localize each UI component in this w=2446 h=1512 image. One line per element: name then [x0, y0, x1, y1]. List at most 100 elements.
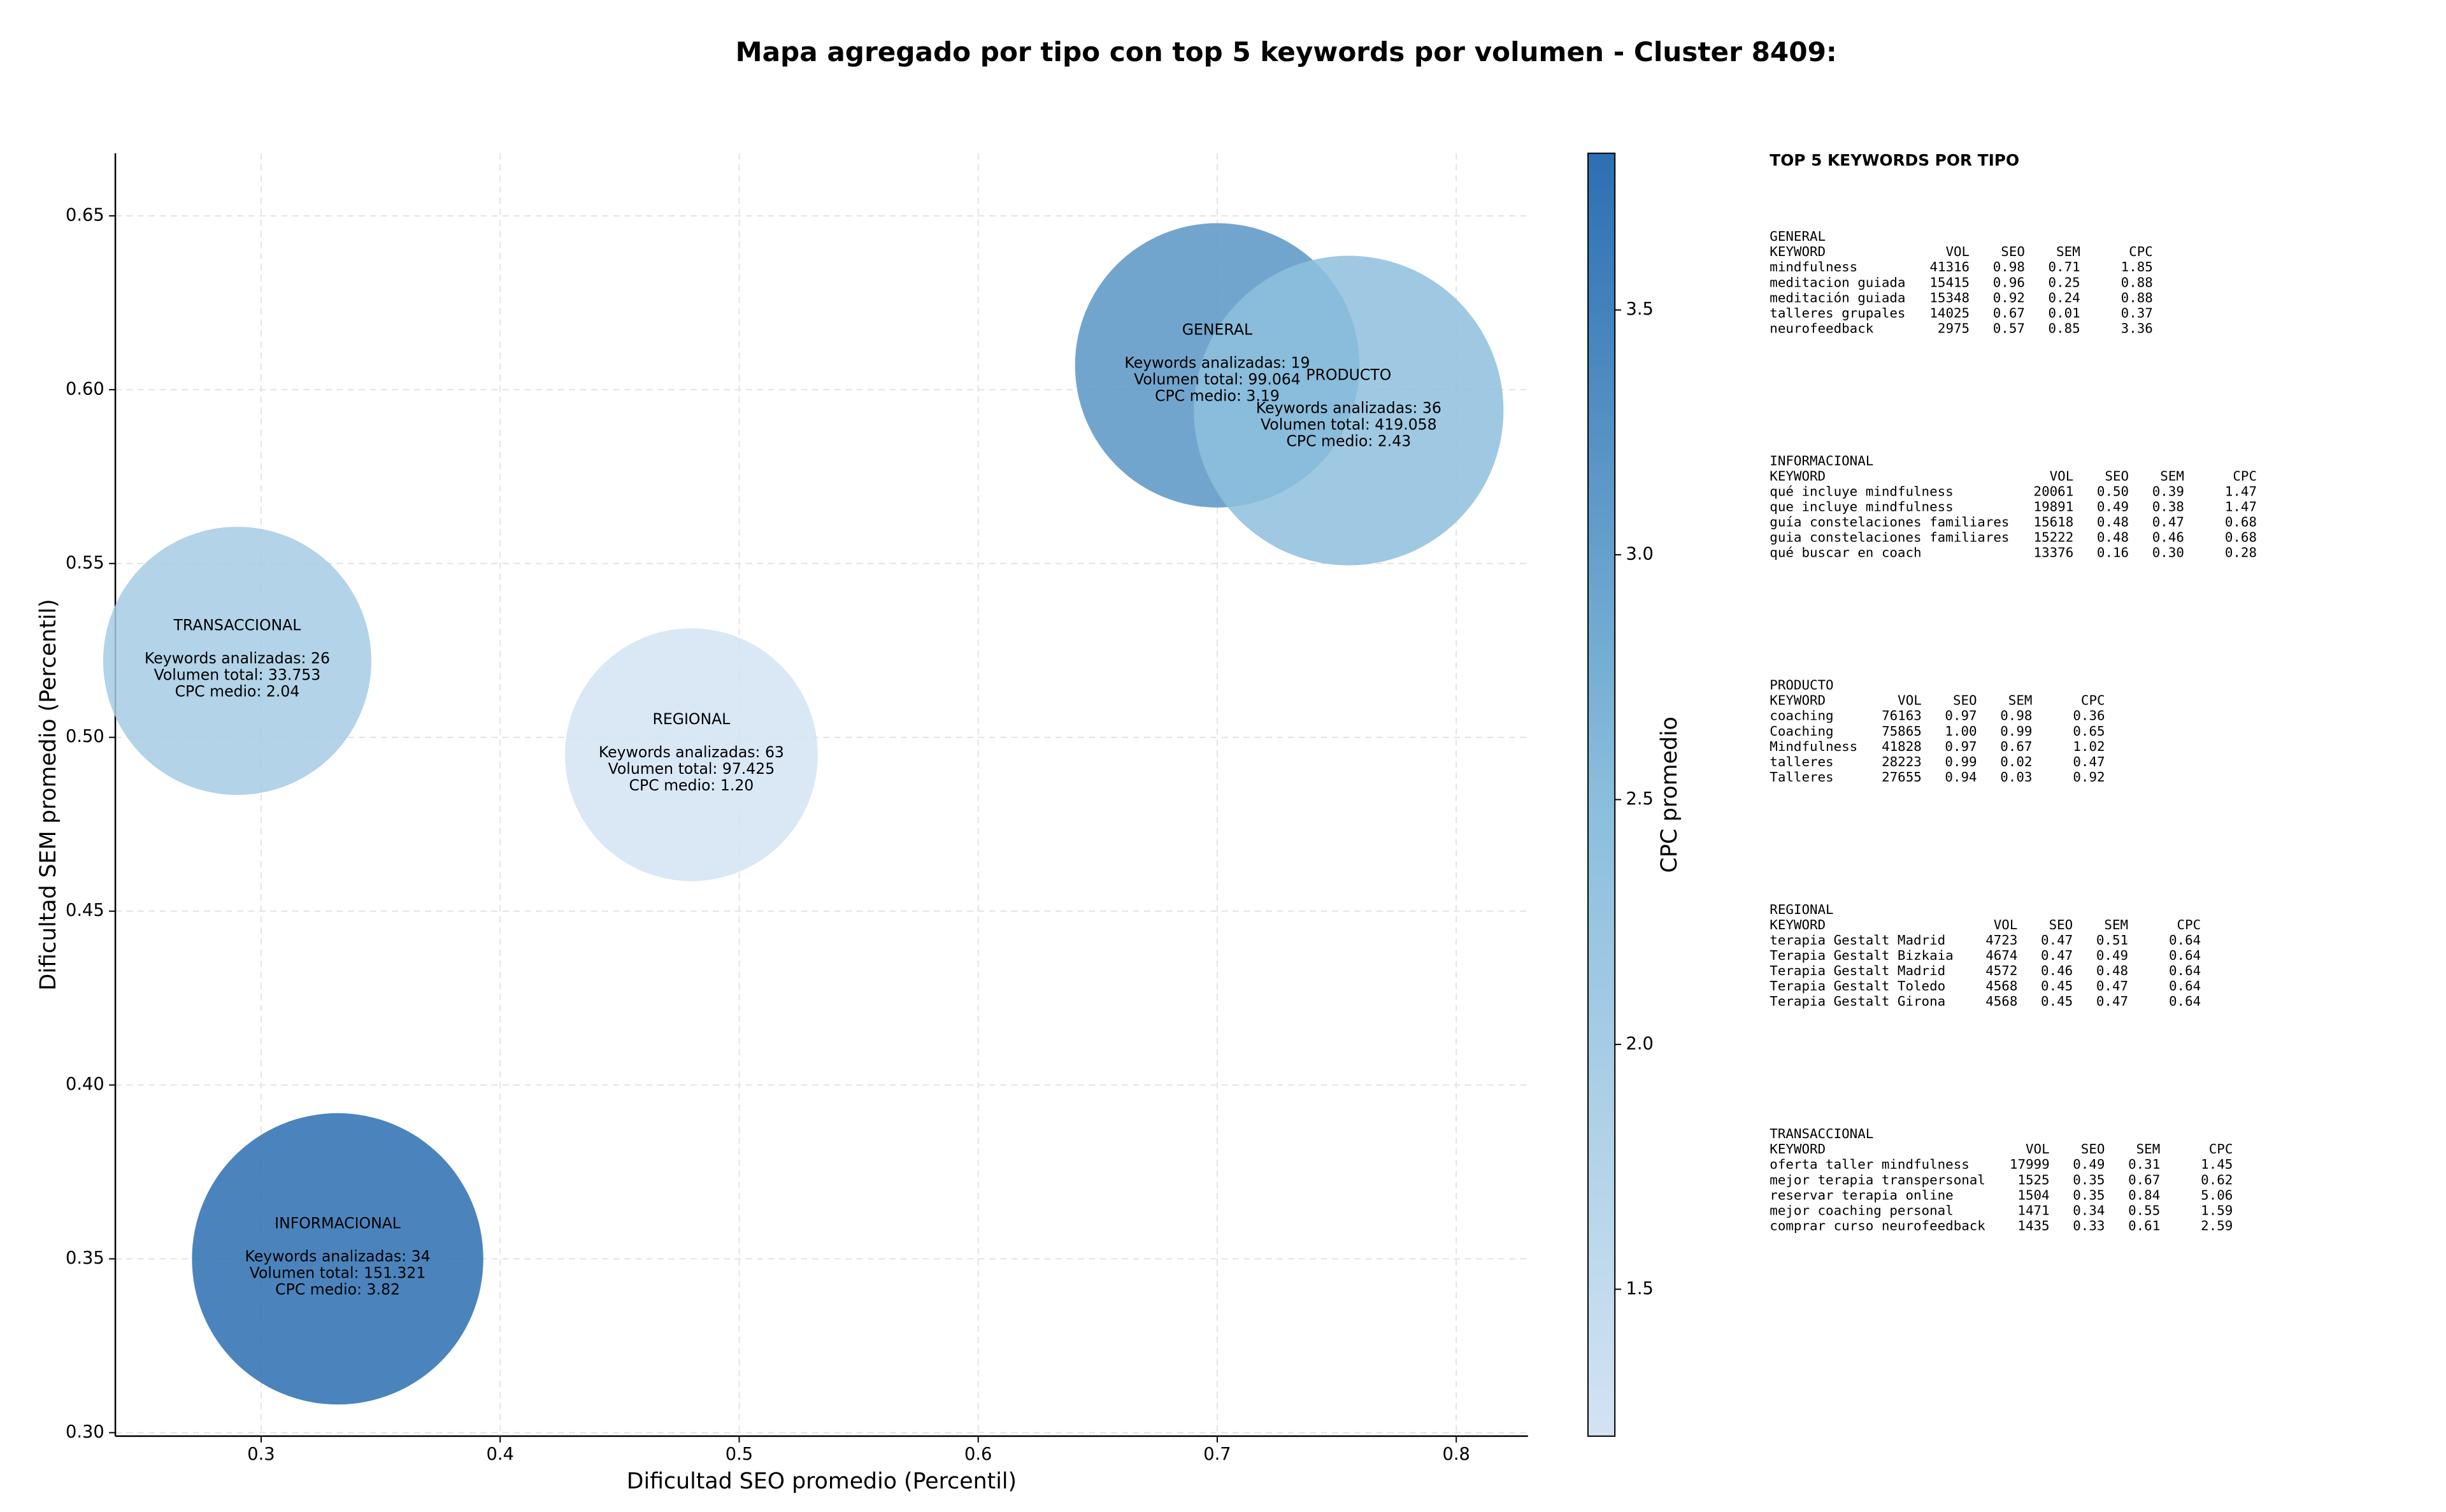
colorbar-tick-label: 1.5 [1626, 1279, 1654, 1299]
x-tick-label: 0.8 [1442, 1444, 1470, 1464]
table-cell: 0.92 [2073, 769, 2105, 785]
table-cell: 0.47 [2152, 515, 2184, 530]
table-cell: 0.30 [2152, 545, 2184, 560]
column-header: SEO [2001, 244, 2025, 259]
table-cell: 17999 [2010, 1157, 2050, 1172]
bubble-name: TRANSACCIONAL [173, 617, 301, 634]
bubble-name: REGIONAL [653, 710, 731, 728]
table-cell: 0.97 [1945, 708, 1977, 724]
table-cell: 2.59 [2201, 1218, 2233, 1233]
table-cell: guia constelaciones familiares [1770, 530, 2009, 545]
table-cell: 41316 [1929, 259, 1970, 275]
y-tick-label: 0.55 [66, 553, 104, 573]
table-cell: 0.98 [2000, 708, 2032, 724]
colorbar-tick-label: 2.5 [1626, 789, 1654, 809]
table-cell: 0.64 [2169, 932, 2201, 948]
bubble-annotation: Keywords analizadas: 26 [145, 650, 330, 667]
table-cell: Coaching [1770, 724, 1833, 739]
table-cell: terapia Gestalt Madrid [1770, 932, 1945, 948]
table-cell: reservar terapia online [1770, 1187, 1953, 1202]
table-cell: 15618 [2034, 515, 2074, 530]
y-tick-label: 0.30 [66, 1422, 104, 1442]
table-cell: 0.48 [2097, 530, 2129, 545]
table-cell: 13376 [2034, 545, 2074, 560]
y-tick-label: 0.50 [66, 727, 104, 746]
table-cell: 75865 [1882, 724, 1922, 739]
table-cell: 0.47 [2041, 932, 2073, 948]
column-header: SEM [2008, 693, 2033, 708]
table-cell: 20061 [2034, 483, 2074, 499]
bubble-name: GENERAL [1182, 321, 1252, 339]
column-header: CPC [2233, 468, 2257, 483]
table-cell: mindfulness [1770, 259, 1857, 275]
table-cell: 0.67 [2000, 739, 2032, 754]
table-cell: coaching [1770, 708, 1833, 724]
column-header: VOL [1898, 693, 1922, 708]
table-cell: 0.48 [2097, 515, 2129, 530]
table-cell: Terapia Gestalt Madrid [1770, 963, 1945, 978]
table-cell: 0.46 [2041, 963, 2073, 978]
table-cell: 4572 [1985, 963, 2017, 978]
y-tick-label: 0.35 [66, 1248, 104, 1268]
bubble [192, 1113, 483, 1405]
bubble-annotation: CPC medio: 1.20 [629, 776, 754, 794]
column-header: CPC [2129, 244, 2153, 259]
section-title: TRANSACCIONAL [1770, 1126, 1873, 1141]
table-cell: 0.57 [1993, 320, 2025, 336]
column-header: SEM [2056, 244, 2080, 259]
table-cell: 0.50 [2097, 483, 2129, 499]
colorbar-tick-label: 2.0 [1626, 1034, 1654, 1053]
table-cell: 0.98 [1993, 259, 2025, 275]
table-cell: 1.00 [1945, 724, 1977, 739]
column-header: KEYWORD [1770, 468, 1826, 483]
x-tick-label: 0.3 [247, 1444, 275, 1464]
table-cell: 0.85 [2049, 320, 2080, 336]
table-cell: comprar curso neurofeedback [1770, 1218, 1985, 1233]
table-cell: Terapia Gestalt Bizkaia [1770, 948, 1953, 963]
table-cell: 0.49 [2096, 948, 2128, 963]
table-cell: 0.92 [1993, 290, 2025, 305]
table-cell: 76163 [1882, 708, 1922, 724]
column-header: SEM [2104, 917, 2128, 932]
table-cell: mejor terapia transpersonal [1770, 1172, 1985, 1187]
table-cell: 0.47 [2073, 754, 2105, 769]
y-tick-label: 0.65 [66, 205, 104, 225]
column-header: CPC [2081, 693, 2105, 708]
table-cell: 4568 [1985, 978, 2017, 994]
table-cell: talleres grupales [1770, 305, 1905, 320]
table-cell: que incluye mindfulness [1770, 499, 1953, 515]
table-cell: 0.31 [2128, 1157, 2160, 1172]
bubble-annotation: Volumen total: 33.753 [154, 666, 321, 684]
bubble-annotation: Volumen total: 97.425 [608, 760, 775, 778]
table-cell: 1.47 [2225, 499, 2257, 515]
bubble [564, 628, 818, 881]
x-axis-label: Dificultad SEO promedio (Percentil) [627, 1469, 1017, 1494]
bubble-name: PRODUCTO [1306, 366, 1391, 384]
column-header: KEYWORD [1770, 1141, 1826, 1157]
bubble-annotation: Keywords analizadas: 34 [245, 1248, 431, 1266]
table-cell: meditación guiada [1770, 290, 1905, 305]
table-cell: 0.36 [2073, 708, 2105, 724]
bubble-annotation: Keywords analizadas: 63 [599, 743, 784, 761]
table-cell: 0.88 [2121, 290, 2153, 305]
table-cell: 0.33 [2073, 1218, 2105, 1233]
column-header: SEM [2136, 1141, 2161, 1157]
table-cell: 1.45 [2201, 1157, 2233, 1172]
table-cell: Terapia Gestalt Toledo [1770, 978, 1945, 994]
table-cell: 0.01 [2049, 305, 2080, 320]
table-cell: 0.49 [2073, 1157, 2105, 1172]
table-cell: 28223 [1882, 754, 1922, 769]
table-cell: 0.97 [1945, 739, 1977, 754]
table-cell: mejor coaching personal [1770, 1202, 1953, 1218]
x-tick-label: 0.4 [487, 1444, 514, 1464]
table-cell: Terapia Gestalt Girona [1770, 994, 1945, 1009]
table-cell: 15222 [2034, 530, 2074, 545]
bubble-annotation: CPC medio: 3.82 [275, 1281, 400, 1299]
chart-title: Mapa agregado por tipo con top 5 keyword… [736, 36, 1837, 68]
table-cell: 4568 [1985, 994, 2017, 1009]
table-cell: oferta taller mindfulness [1770, 1157, 1969, 1172]
table-cell: 0.47 [2096, 994, 2128, 1009]
table-cell: 5.06 [2201, 1187, 2233, 1202]
table-cell: 0.64 [2169, 994, 2201, 1009]
